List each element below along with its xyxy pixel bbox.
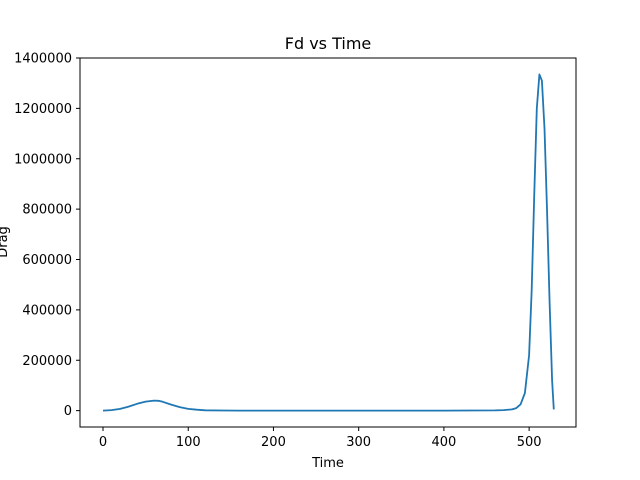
x-tick-label: 300 (346, 435, 371, 450)
x-tick-label: 0 (99, 435, 107, 450)
x-tick-label: 100 (176, 435, 201, 450)
x-tick-label: 500 (517, 435, 542, 450)
drag-series-line (102, 73, 555, 412)
y-tick-label: 1200000 (14, 102, 72, 117)
y-tick-label: 600000 (22, 253, 72, 268)
y-tick-label: 200000 (22, 354, 72, 369)
y-axis-ticks: 0 200000 400000 600000 800000 1000000 1200000 1… (14, 52, 80, 419)
y-axis-label: Drag (0, 226, 11, 258)
y-tick-label: 0 (64, 404, 72, 419)
y-tick-label: 1400000 (14, 52, 72, 67)
y-tick-label: 1000000 (14, 152, 72, 167)
x-tick-label: 400 (431, 435, 456, 450)
plot-frame (79, 57, 577, 428)
x-axis-ticks: 0 100 200 300 400 500 (99, 427, 542, 450)
y-tick-label: 400000 (22, 303, 72, 318)
x-axis-label: Time (311, 456, 344, 471)
y-tick-label: 800000 (22, 203, 72, 218)
chart-title: Fd vs Time (285, 34, 372, 53)
x-tick-label: 200 (261, 435, 286, 450)
